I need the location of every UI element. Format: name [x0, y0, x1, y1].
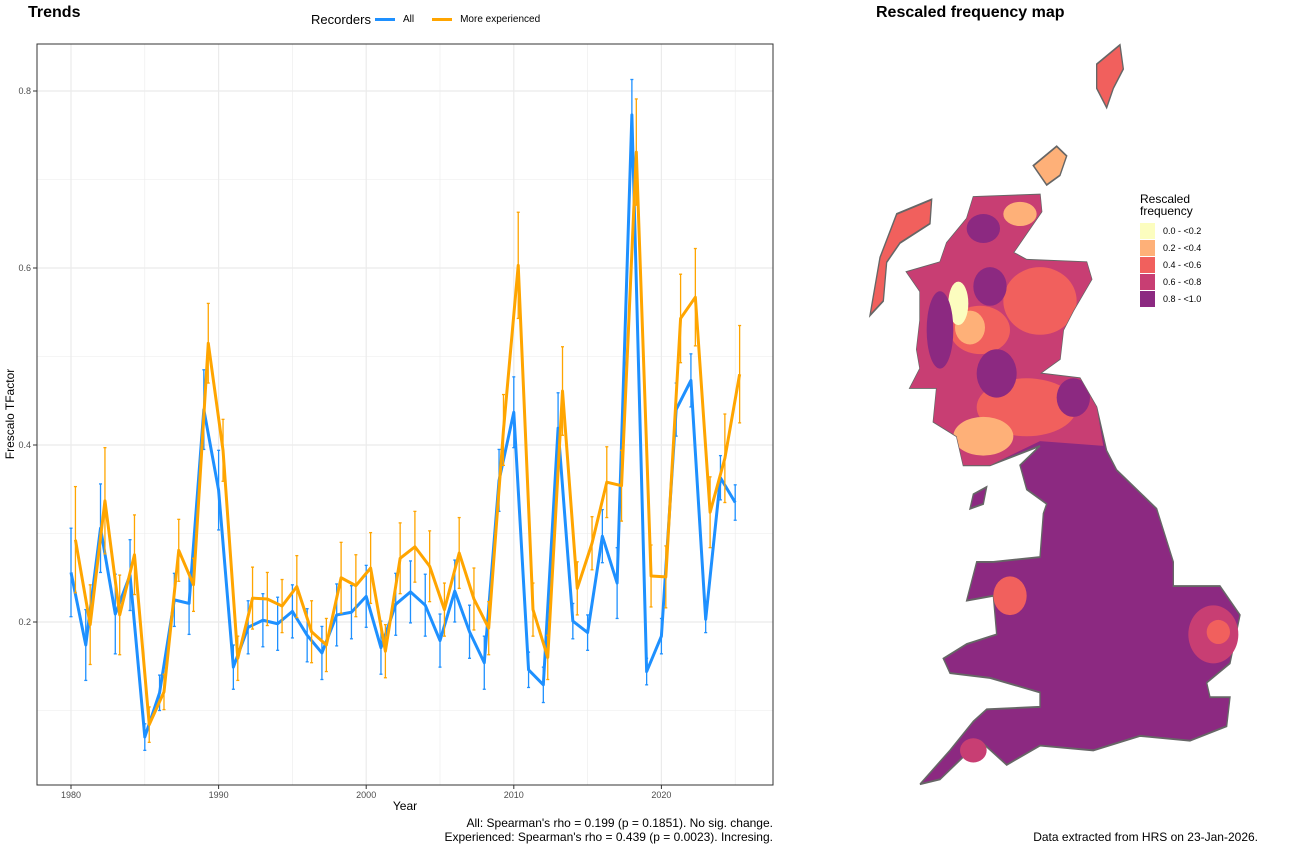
- footnote-all: All: Spearman's rho = 0.199 (p = 0.1851)…: [466, 816, 773, 830]
- map-legend-title-2: frequency: [1140, 204, 1193, 218]
- map-legend-item: 0.6 - <0.8: [1140, 273, 1201, 290]
- footnote-experienced: Experienced: Spearman's rho = 0.439 (p =…: [444, 830, 774, 844]
- x-tick-label: 1990: [209, 790, 229, 800]
- map-legend: Rescaled frequency 0.0 - <0.2 0.2 - <0.4 0…: [1140, 193, 1201, 307]
- line-all: [69, 113, 737, 739]
- series-experienced: [73, 98, 742, 744]
- map-legend-item: 0.4 - <0.6: [1140, 256, 1201, 273]
- map-legend-label: 0.2 - <0.4: [1163, 242, 1202, 253]
- map-legend-swatch: [1140, 290, 1155, 307]
- map-legend-item: 0.0 - <0.2: [1140, 222, 1201, 239]
- trends-title: Trends: [28, 4, 81, 21]
- shetland: [1096, 43, 1125, 110]
- map-legend-title-1: Rescaled: [1140, 192, 1191, 206]
- map-legend-label: 0.6 - <0.8: [1163, 276, 1202, 287]
- x-tick-label: 2000: [356, 790, 376, 800]
- frequency-map: [868, 43, 1241, 786]
- map-legend-label: 0.4 - <0.6: [1163, 259, 1202, 270]
- x-tick-label: 2020: [651, 790, 671, 800]
- y-tick-label: 0.2: [18, 617, 31, 627]
- line-experienced: [73, 150, 742, 727]
- isle-of-man: [968, 485, 988, 511]
- y-tick-label: 0.6: [18, 263, 31, 273]
- map-title: Rescaled frequency map: [876, 4, 1065, 21]
- legend-label-all: All: [402, 14, 415, 25]
- map-legend-label: 0.8 - <1.0: [1163, 293, 1202, 304]
- map-legend-swatch: [1140, 273, 1155, 290]
- map-legend-swatch: [1140, 239, 1155, 256]
- cornwall-patch: [960, 738, 987, 763]
- map-legend-swatch: [1140, 222, 1155, 239]
- y-axis-label: Frescalo TFactor: [3, 369, 17, 459]
- x-tick-label: 1980: [61, 790, 81, 800]
- plot-border: [36, 43, 774, 786]
- map-credit: Data extracted from HRS on 23-Jan-2026.: [1033, 830, 1258, 844]
- legend-title: Recorders: [311, 12, 371, 27]
- map-legend-item: 0.2 - <0.4: [1140, 239, 1201, 256]
- wales-patch: [993, 576, 1027, 616]
- y-tick-label: 0.4: [18, 440, 31, 450]
- x-axis-label: Year: [393, 799, 417, 813]
- legend-swatch-all: [374, 18, 395, 21]
- legend-label-experienced: More experienced: [460, 14, 541, 25]
- x-tick-label: 2010: [504, 790, 524, 800]
- legend-swatch-experienced: [432, 18, 453, 21]
- outer-hebrides: [868, 198, 933, 318]
- trend-chart: 1980 1990 2000 2010 2020 0.2 0.4 0.6 0.8 Year Fr…: [3, 43, 774, 813]
- scotland-frequency-patches: [906, 194, 1104, 466]
- y-tick-label: 0.8: [18, 86, 31, 96]
- orkney: [1032, 145, 1068, 187]
- chart-legend: Recorders All More experienced: [311, 12, 540, 27]
- map-legend-swatch: [1140, 256, 1155, 273]
- map-legend-item: 0.8 - <1.0: [1140, 290, 1201, 307]
- map-legend-label: 0.0 - <0.2: [1163, 225, 1202, 236]
- east-anglia-core-patch: [1206, 619, 1230, 645]
- series-all: [69, 78, 737, 751]
